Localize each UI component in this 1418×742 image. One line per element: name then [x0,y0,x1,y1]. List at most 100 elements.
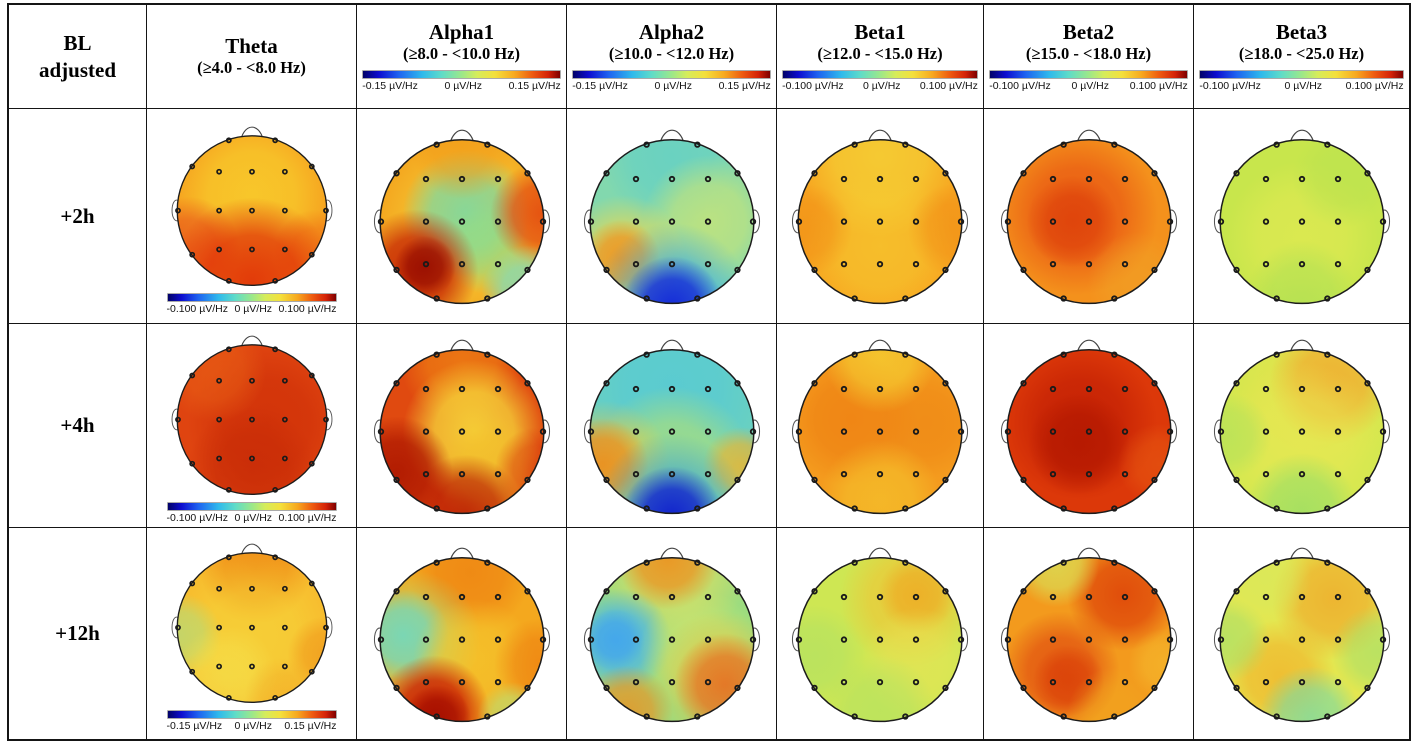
electrode-Fp1 [642,141,650,148]
colorbar-label-max: 0.100 µV/Hz [919,79,978,92]
electrode-F4 [494,593,501,600]
topomap-4h-theta: -0.100 µV/Hz 0 µV/Hz 0.100 µV/Hz [147,324,357,528]
electrode-C3 [840,427,848,435]
electrode-P4 [494,678,501,685]
colorbar-label-mid: 0 µV/Hz [234,302,273,315]
electrode-Cz [876,218,884,225]
electrode-P4 [704,678,711,685]
electrode-T6 [1150,684,1158,691]
electrode-P3 [632,470,639,477]
electrode-P3 [215,663,222,670]
column-header-theta: Theta (≥4.0 - <8.0 Hz) [147,5,357,109]
electrode-T5 [811,266,818,274]
electrode-F8 [1150,170,1158,177]
electrode-F8 [308,372,315,379]
electrode-O1 [225,694,232,701]
electrode-Fz [458,385,465,392]
electrode-Cz [458,218,465,225]
topomap-svg [1213,339,1390,514]
electrode-Pz [1298,470,1305,477]
electrode-Cz [458,635,465,643]
band-name: Beta2 [1062,20,1115,45]
electrode-C3 [1049,427,1056,435]
electrode-Fp2 [693,558,701,566]
colorbar-label-max: 0.100 µV/Hz [1345,79,1404,92]
colorbar-gradient [572,69,771,79]
column-header-beta3: Beta3 (≥18.0 - <25.0 Hz) -0.100 µV/Hz 0 … [1194,5,1409,109]
electrode-F7 [1019,170,1027,177]
electrode-T3 [377,427,384,435]
electrode-T3 [1004,427,1011,435]
electrode-Fz [458,175,465,183]
electrode-Pz [458,678,465,685]
colorbar-gradient [166,502,337,511]
electrode-P4 [912,260,920,268]
electrode-F8 [308,163,315,169]
electrode-T6 [308,668,315,675]
band-range: (≥4.0 - <8.0 Hz) [197,58,306,78]
electrode-Fz [458,593,465,600]
band-range: (≥15.0 - <18.0 Hz) [1025,44,1152,64]
electrode-Fz [1298,593,1305,600]
electrode-F4 [912,593,920,600]
electrode-Fz [668,593,675,600]
electrode-Fp2 [271,554,278,561]
electrode-F8 [733,587,741,594]
electrode-C3 [840,218,848,225]
electrode-T5 [1232,266,1240,274]
column-header-beta2: Beta2 (≥15.0 - <18.0 Hz) -0.100 µV/Hz 0 … [984,5,1194,109]
theta-cell-colorbar: -0.15 µV/Hz 0 µV/Hz 0.15 µV/Hz [166,710,337,732]
theta-cell-colorbar: -0.100 µV/Hz 0 µV/Hz 0.100 µV/Hz [166,292,337,315]
colorbar-gradient [166,710,337,719]
electrode-T4 [957,427,965,435]
electrode-Fp1 [851,141,858,148]
electrode-T6 [942,684,949,691]
electrode-T4 [1379,218,1386,225]
electrode-T3 [377,218,384,225]
electrode-F4 [281,377,288,384]
electrode-F7 [188,372,195,379]
electrode-F4 [912,385,920,392]
corner-label: BL adjusted [39,30,116,83]
electrode-P3 [840,678,848,685]
topomap-12h-beta3 [1194,528,1409,739]
electrode-F4 [912,175,920,183]
electrode-Pz [1298,260,1305,268]
electrode-F3 [1262,385,1269,392]
electrode-C3 [632,635,639,643]
colorbar-label-mid: 0 µV/Hz [234,720,273,732]
electrode-Pz [1298,678,1305,685]
electrode-C3 [1262,218,1269,225]
electrode-F8 [308,580,315,587]
electrode-T3 [587,218,594,225]
electrode-Fz [1085,593,1092,600]
electrode-Fp1 [225,136,232,143]
electrode-T5 [811,476,818,483]
electrode-P3 [215,246,222,252]
band-name: Alpha2 [638,20,705,45]
electrode-T4 [1379,427,1386,435]
electrode-O1 [432,712,440,720]
electrode-Cz [248,624,255,631]
electrode-F3 [215,377,222,384]
electrode-C4 [912,218,920,225]
electrode-Fp1 [851,558,858,566]
electrode-Fp1 [225,554,232,561]
colorbar-gradient [1199,69,1404,79]
header-colorbar: -0.100 µV/Hz 0 µV/Hz 0.100 µV/Hz [782,69,978,92]
electrode-F8 [942,379,949,386]
electrode-F7 [392,587,400,594]
colorbar-label-mid: 0 µV/Hz [234,512,273,524]
electrode-Pz [458,260,465,268]
electrode-O2 [1110,504,1118,512]
electrode-O1 [1059,295,1067,302]
electrode-Fz [248,377,255,384]
electrode-T6 [523,476,531,483]
electrode-Fp2 [1110,558,1118,566]
electrode-F3 [840,175,848,183]
electrode-T5 [1019,476,1027,483]
electrode-F4 [281,585,288,592]
electrode-Cz [1298,427,1305,435]
electrode-F3 [422,385,429,392]
electrode-Fz [876,385,884,392]
